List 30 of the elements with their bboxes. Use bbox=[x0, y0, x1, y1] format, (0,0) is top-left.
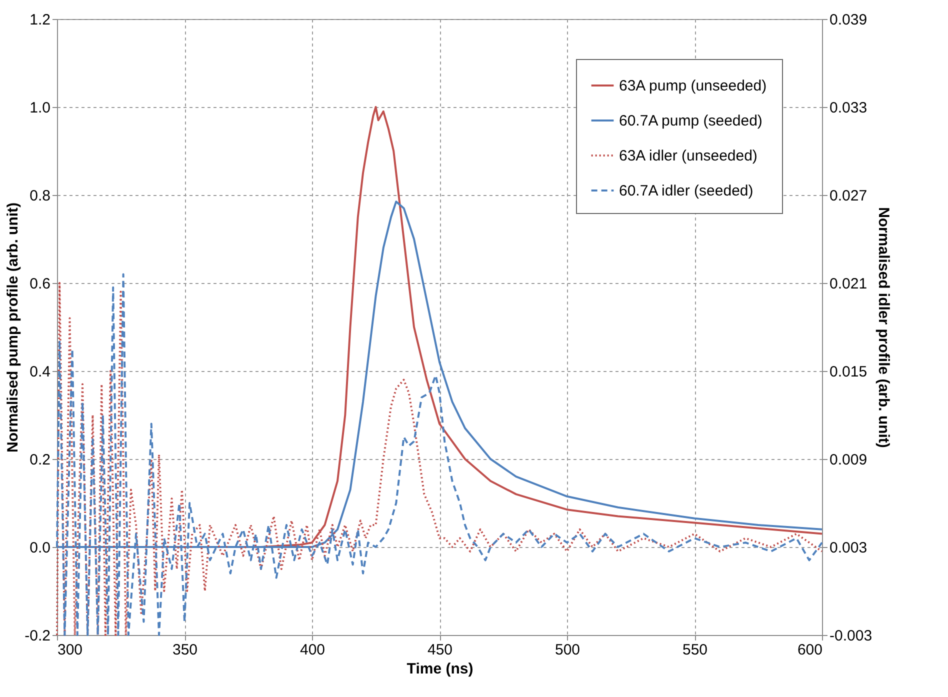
y2-tick-label: 0.015 bbox=[830, 364, 868, 380]
y-tick-label: 1.2 bbox=[30, 12, 50, 28]
y-tick-label: 0.8 bbox=[30, 188, 50, 204]
x-tick-label: 550 bbox=[682, 642, 708, 658]
y-tick-label: 0.6 bbox=[30, 276, 50, 292]
y-tick-label: 0.4 bbox=[30, 364, 50, 380]
x-tick-label: 500 bbox=[554, 642, 580, 658]
legend-label: 60.7A idler (seeded) bbox=[619, 182, 754, 200]
y2-tick-label: 0.033 bbox=[830, 100, 868, 116]
y-tick-label: -0.2 bbox=[24, 628, 50, 644]
y-tick-label: 1.0 bbox=[30, 100, 50, 116]
y2-tick-label: 0.003 bbox=[830, 540, 868, 556]
x-tick-label: 350 bbox=[172, 642, 198, 658]
y-axis-title: Normalised pump profile (arb. unit) bbox=[4, 202, 22, 453]
y2-tick-label: 0.027 bbox=[830, 188, 868, 204]
y2-tick-label: -0.003 bbox=[830, 628, 872, 644]
legend-label: 63A pump (unseeded) bbox=[619, 78, 767, 94]
y2-tick-label: 0.009 bbox=[830, 452, 868, 468]
x-tick-label: 450 bbox=[427, 642, 453, 658]
y2-tick-label: 0.021 bbox=[830, 276, 868, 292]
y-tick-label: 0.2 bbox=[30, 452, 50, 468]
x-tick-label: 300 bbox=[58, 642, 83, 658]
x-axis-title: Time (ns) bbox=[406, 660, 474, 678]
x-tick-label: 600 bbox=[797, 642, 822, 658]
legend-label: 63A idler (unseeded) bbox=[619, 148, 758, 164]
x-tick-label: 400 bbox=[300, 642, 326, 658]
legend-label: 60.7A pump (seeded) bbox=[619, 112, 762, 130]
y2-axis-title: Normalised idler profile (arb. unit) bbox=[875, 207, 892, 448]
y2-tick-label: 0.039 bbox=[830, 12, 868, 28]
y-tick-label: 0.0 bbox=[30, 540, 50, 556]
